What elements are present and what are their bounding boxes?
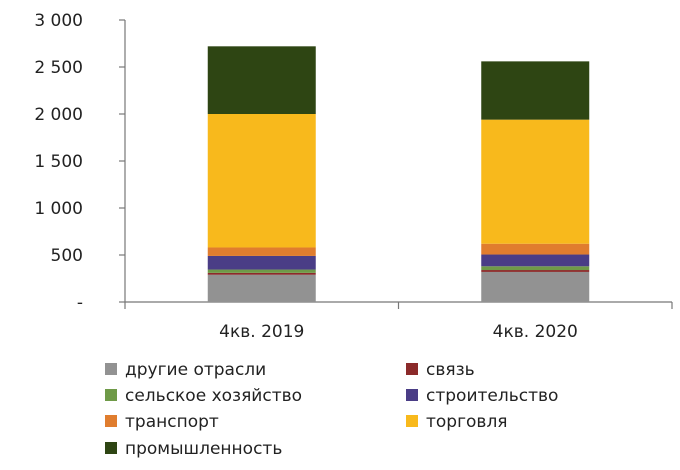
legend-label: транспорт: [125, 412, 219, 432]
legend-swatch: [105, 363, 117, 375]
bar-segment: [481, 254, 590, 267]
legend-label: промышленность: [125, 439, 282, 459]
y-tick-label: 3 000: [34, 11, 83, 31]
legend-label: торговля: [426, 412, 508, 432]
legend-swatch: [105, 415, 117, 427]
bar-segment: [207, 272, 316, 275]
legend-swatch: [105, 442, 117, 454]
bar-segment: [207, 46, 316, 114]
bar-segment: [207, 255, 316, 270]
y-tick-label: 2 000: [34, 105, 83, 125]
y-tick-label: 1 500: [34, 152, 83, 172]
bar-segment: [207, 114, 316, 248]
chart-legend: другие отрасли связь сельское хозяйство стр…: [105, 360, 558, 459]
legend-label: связь: [426, 360, 475, 380]
y-tick-label: 1 000: [34, 199, 83, 219]
bar-segment: [481, 243, 590, 255]
legend-swatch: [406, 363, 418, 375]
bar-segment: [207, 274, 316, 302]
legend-swatch: [406, 389, 418, 401]
y-tick-label: 500: [51, 246, 83, 266]
legend-label: другие отрасли: [125, 360, 266, 380]
x-category-label: 4кв. 2019: [219, 322, 304, 342]
y-tick-label: 2 500: [34, 58, 83, 78]
chart-axes: - 500 1 000 1 500 2 000 2 500 3 000 4кв. 2019 4к…: [34, 11, 673, 342]
legend-swatch: [406, 415, 418, 427]
bar-segment: [481, 271, 590, 302]
bar-segment: [481, 119, 590, 244]
bar-segment: [481, 61, 590, 120]
bar-segment: [481, 266, 590, 271]
legend-label: сельское хозяйство: [125, 386, 302, 406]
chart-bars: [207, 46, 590, 302]
x-category-label: 4кв. 2020: [493, 322, 578, 342]
bar-segment: [207, 269, 316, 273]
legend-label: строительство: [426, 386, 558, 406]
bar-segment: [481, 270, 590, 272]
bar-segment: [207, 247, 316, 256]
legend-swatch: [105, 389, 117, 401]
y-tick-label: -: [77, 293, 83, 313]
